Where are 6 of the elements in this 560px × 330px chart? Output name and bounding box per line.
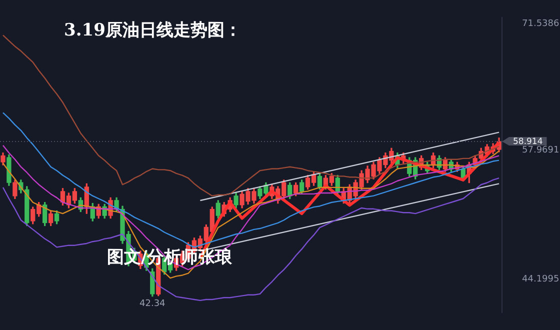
y-tick-label: 71.5386 — [522, 18, 560, 29]
ref-line-label: 58.914 — [513, 137, 543, 148]
annotation: 42.34 — [140, 299, 166, 310]
chart-title: 3.19原油日线走势图： — [64, 20, 242, 40]
y-tick-label: 57.9691 — [522, 146, 560, 156]
y-tick-label: 44.1995 — [522, 274, 560, 284]
